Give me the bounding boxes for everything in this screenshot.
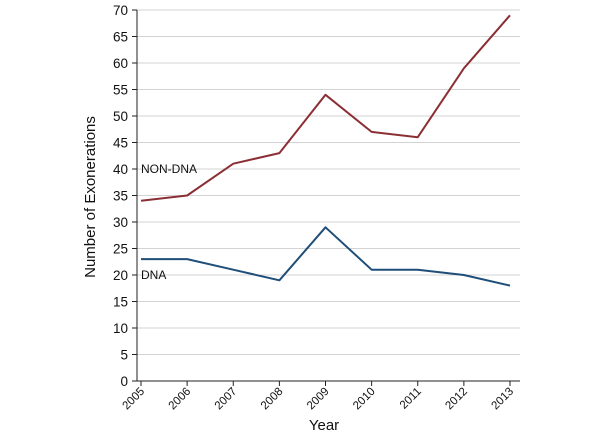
y-tick-label: 0 <box>120 374 128 389</box>
x-tick-label: 2005 <box>121 386 148 413</box>
series-line-non-dna <box>140 14 511 202</box>
series-labels: NON-DNA DNA <box>141 162 197 282</box>
x-tick-label: 2008 <box>259 386 286 413</box>
y-tick-label: 25 <box>113 242 128 257</box>
y-tick-label: 60 <box>113 56 128 71</box>
y-tick-label: 45 <box>113 136 128 151</box>
y-tick-label: 15 <box>113 295 128 310</box>
y-tick-label: 20 <box>113 268 128 283</box>
y-tick-label: 5 <box>120 348 128 363</box>
x-tick-label: 2010 <box>351 386 378 413</box>
x-tick-label: 2007 <box>213 386 240 413</box>
y-axis-title: Number of Exonerations <box>82 116 99 278</box>
y-tick-label: 70 <box>113 3 128 18</box>
y-tick-label: 35 <box>113 189 128 204</box>
series-label-non-dna: NON-DNA <box>141 162 197 176</box>
y-tick-label: 50 <box>113 109 128 124</box>
x-tick-label: 2013 <box>490 386 517 413</box>
x-tick-label: 2009 <box>305 386 332 413</box>
y-tick-label: 40 <box>113 162 128 177</box>
y-tick-label: 10 <box>113 321 128 336</box>
x-tick-label: 2006 <box>167 386 194 413</box>
y-tick-label: 30 <box>113 215 128 230</box>
y-tick-label: 65 <box>113 30 128 45</box>
x-axis-title: Year <box>309 417 339 434</box>
y-tick-label: 55 <box>113 83 128 98</box>
x-tick-label: 2011 <box>398 386 424 412</box>
x-tick-label: 2012 <box>443 386 470 413</box>
series-line-dna <box>141 226 511 287</box>
y-axis-ticks: 0 5 10 15 20 25 30 35 40 45 50 55 60 65 70 <box>113 3 137 389</box>
x-axis-ticks: 2005 2006 2007 2008 2009 2010 2011 2012 2013 <box>121 381 517 413</box>
gridlines <box>137 9 520 382</box>
series-label-dna: DNA <box>141 268 166 282</box>
series-lines <box>140 14 511 287</box>
